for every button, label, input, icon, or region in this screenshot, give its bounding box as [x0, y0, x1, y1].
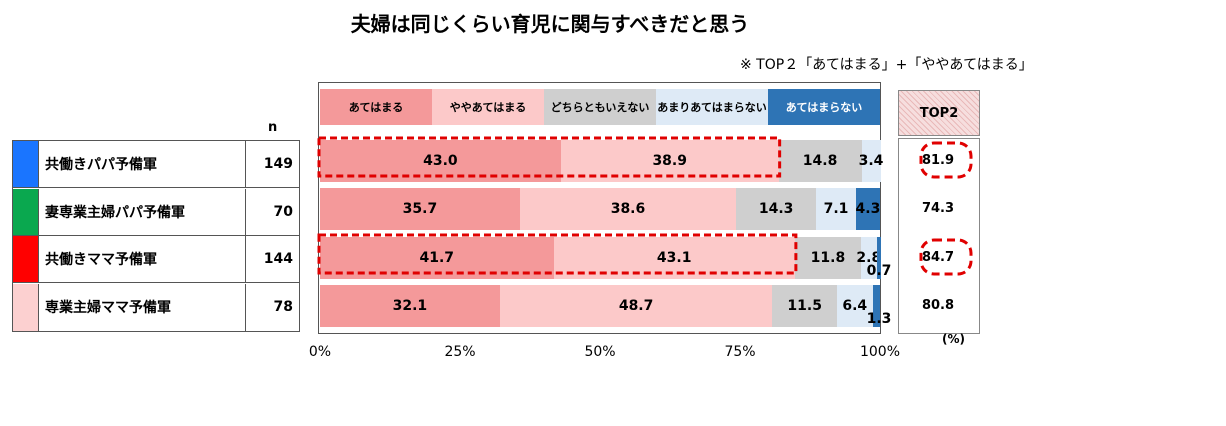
bar-segment: [836, 285, 873, 327]
chart-title: 夫婦は同じくらい育児に関与すべきだと思う: [350, 12, 750, 36]
highlight-box: [317, 136, 782, 178]
group-row: 妻専業主婦パパ予備軍 70: [13, 188, 299, 236]
top2-highlight-circle: [919, 238, 973, 276]
legend-item-3: どちらともいえない: [544, 89, 656, 125]
group-row: 専業主婦ママ予備軍 78: [13, 283, 299, 331]
top2-value: 81.9: [921, 153, 955, 168]
plot-frame: [318, 82, 881, 334]
bar-segment: [772, 285, 837, 327]
legend-item-4: あまりあてはまらない: [656, 89, 768, 125]
bar-segment: [861, 140, 881, 182]
data-label: 35.7: [402, 201, 438, 217]
group-n-value: 144: [263, 251, 293, 267]
data-label: 11.5: [787, 298, 822, 314]
x-tick-label: 50%: [584, 344, 616, 360]
group-row: 共働きパパ予備軍 149: [13, 141, 299, 188]
column-divider: [245, 236, 246, 282]
top2-value: 84.7: [921, 250, 955, 265]
data-label: 43.1: [656, 250, 692, 266]
group-label: 共働きママ予備軍: [45, 252, 157, 268]
group-table: 共働きパパ予備軍 149 妻専業主婦パパ予備軍 70 共働きママ予備軍 144 専業主婦ママ…: [12, 140, 300, 332]
top2-note: ※ TOP２「あてはまる」+「ややあてはまる」: [740, 57, 1033, 73]
bar-segment: [872, 285, 880, 327]
group-label: 専業主婦ママ予備軍: [45, 300, 171, 316]
group-color-swatch: [13, 188, 39, 235]
data-label: 41.7: [419, 250, 455, 266]
bar-segment: [320, 188, 520, 230]
data-label: 6.4: [842, 298, 868, 314]
legend-item-5: あてはまらない: [768, 89, 880, 125]
data-label: 38.9: [652, 153, 687, 169]
column-divider: [245, 141, 246, 187]
x-tick-label: 100%: [859, 344, 901, 360]
data-label: 7.1: [823, 201, 849, 217]
x-tick-label: 25%: [444, 344, 476, 360]
bar-segment: [794, 237, 861, 279]
top2-column: [898, 138, 980, 334]
data-label: 3.4: [858, 153, 884, 169]
top2-value: 74.3: [921, 201, 955, 216]
column-divider: [245, 283, 246, 331]
bar-segment: [860, 237, 877, 279]
bar-segment: [876, 237, 881, 279]
top2-value: 80.8: [921, 298, 955, 313]
data-label: 43.0: [423, 153, 458, 169]
data-label: 48.7: [618, 298, 654, 314]
group-color-swatch: [13, 283, 39, 331]
data-label: 0.7: [866, 263, 892, 279]
data-label: 4.3: [855, 201, 881, 217]
bar-segment: [499, 285, 773, 327]
legend-item-1: あてはまる: [320, 89, 432, 125]
group-label: 共働きパパ予備軍: [45, 157, 157, 173]
data-label: 1.3: [866, 311, 892, 327]
bar-segment: [816, 188, 856, 230]
bar-segment: [736, 188, 817, 230]
bar-segment: [778, 140, 862, 182]
group-color-swatch: [13, 141, 39, 187]
top2-header: TOP2: [898, 90, 980, 136]
data-label: 32.1: [392, 298, 428, 314]
n-header: n: [268, 120, 278, 135]
data-label: 2.8: [856, 250, 882, 266]
group-n-value: 70: [273, 203, 293, 220]
top2-highlight-circle: [919, 141, 973, 179]
group-n-value: 149: [263, 156, 293, 172]
data-label: 38.6: [610, 201, 646, 217]
group-label: 妻専業主婦パパ予備軍: [45, 204, 185, 221]
bar-segment: [519, 188, 737, 230]
data-label: 11.8: [810, 250, 846, 266]
bar-segment: [320, 285, 500, 327]
column-divider: [245, 188, 246, 235]
x-tick-label: 0%: [308, 344, 332, 360]
highlight-box: [317, 233, 798, 275]
data-label: 14.8: [802, 153, 838, 169]
percent-unit: (%): [942, 332, 965, 346]
data-label: 14.3: [758, 201, 794, 217]
legend-item-2: ややあてはまる: [432, 89, 544, 125]
group-color-swatch: [13, 236, 39, 282]
group-row: 共働きママ予備軍 144: [13, 236, 299, 283]
bar-segment: [855, 188, 880, 230]
group-n-value: 78: [273, 299, 293, 315]
x-tick-label: 75%: [724, 344, 756, 360]
